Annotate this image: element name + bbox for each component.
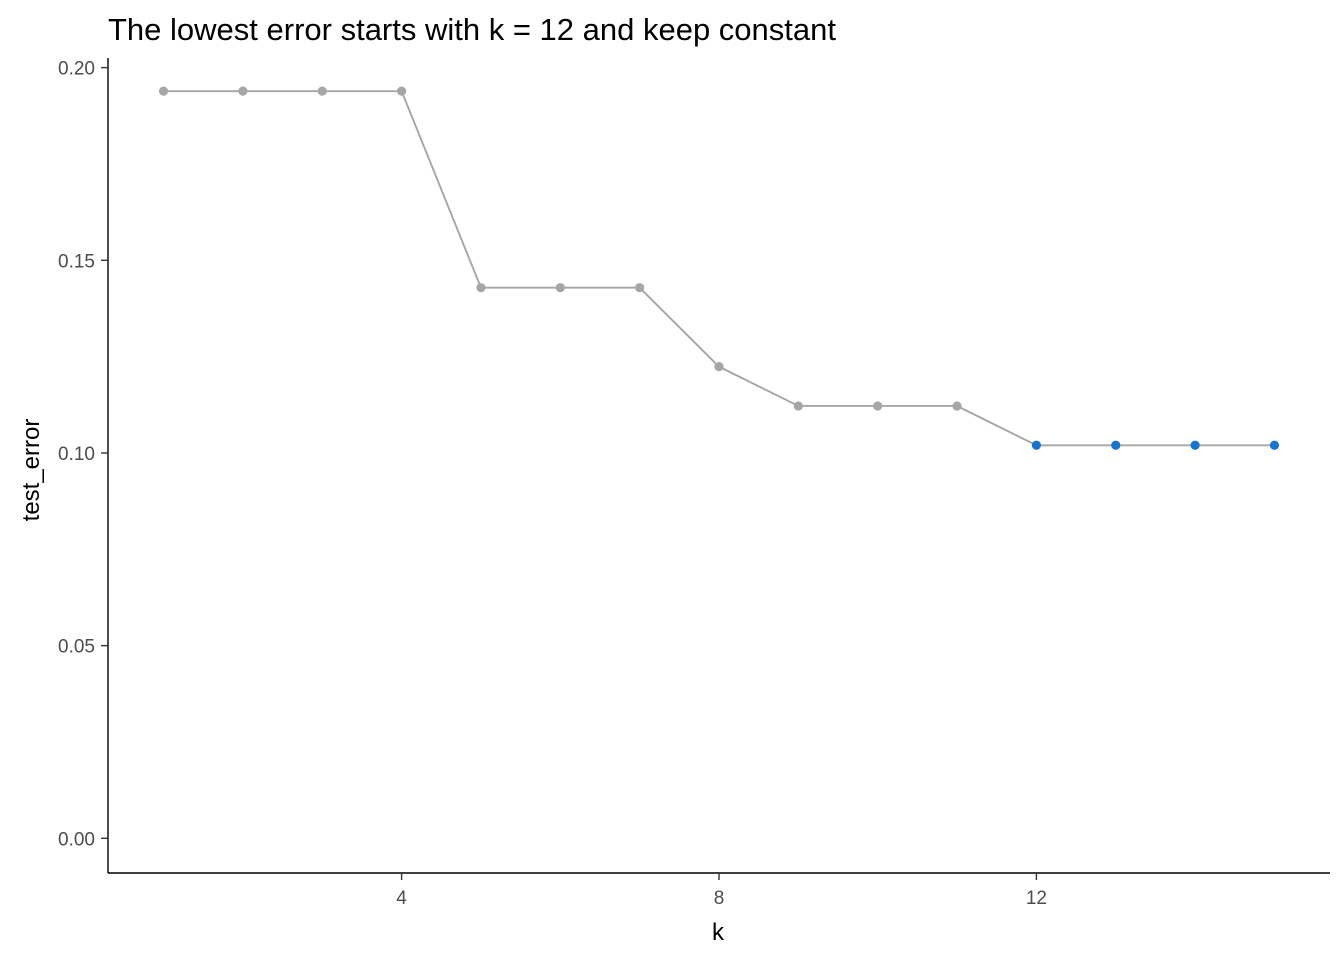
data-point bbox=[714, 362, 724, 372]
data-point bbox=[476, 283, 486, 293]
plot-area bbox=[158, 86, 1280, 450]
data-point bbox=[317, 86, 327, 96]
y-tick-label: 0.15 bbox=[58, 251, 95, 272]
y-tick-label: 0.00 bbox=[58, 829, 95, 850]
data-point bbox=[952, 401, 962, 411]
highlight-point bbox=[1269, 440, 1280, 450]
data-point bbox=[238, 86, 248, 96]
x-axis-title: k bbox=[712, 919, 725, 946]
series-line bbox=[163, 90, 1275, 447]
x-tick-label: 12 bbox=[1026, 888, 1047, 909]
data-point bbox=[635, 283, 645, 293]
data-point bbox=[873, 401, 883, 411]
data-point bbox=[555, 283, 565, 293]
y-tick-label: 0.20 bbox=[58, 59, 95, 80]
x-tick-label: 8 bbox=[714, 888, 725, 909]
y-tick-label: 0.05 bbox=[58, 637, 95, 658]
data-point bbox=[793, 401, 803, 411]
chart-title: The lowest error starts with k = 12 and … bbox=[108, 12, 836, 47]
x-tick-label: 4 bbox=[396, 888, 407, 909]
data-point bbox=[396, 86, 407, 96]
y-axis-ticks: 0.00 0.05 0.10 0.15 0.20 bbox=[58, 59, 108, 850]
highlight-point bbox=[1031, 440, 1042, 450]
x-axis-ticks: 4 8 12 bbox=[396, 873, 1047, 909]
highlight-point bbox=[1190, 440, 1200, 450]
highlight-point bbox=[1111, 440, 1121, 450]
axes bbox=[107, 58, 1330, 874]
data-point bbox=[158, 86, 169, 96]
y-axis-title: test_error bbox=[18, 419, 45, 522]
y-tick-label: 0.10 bbox=[58, 444, 95, 465]
